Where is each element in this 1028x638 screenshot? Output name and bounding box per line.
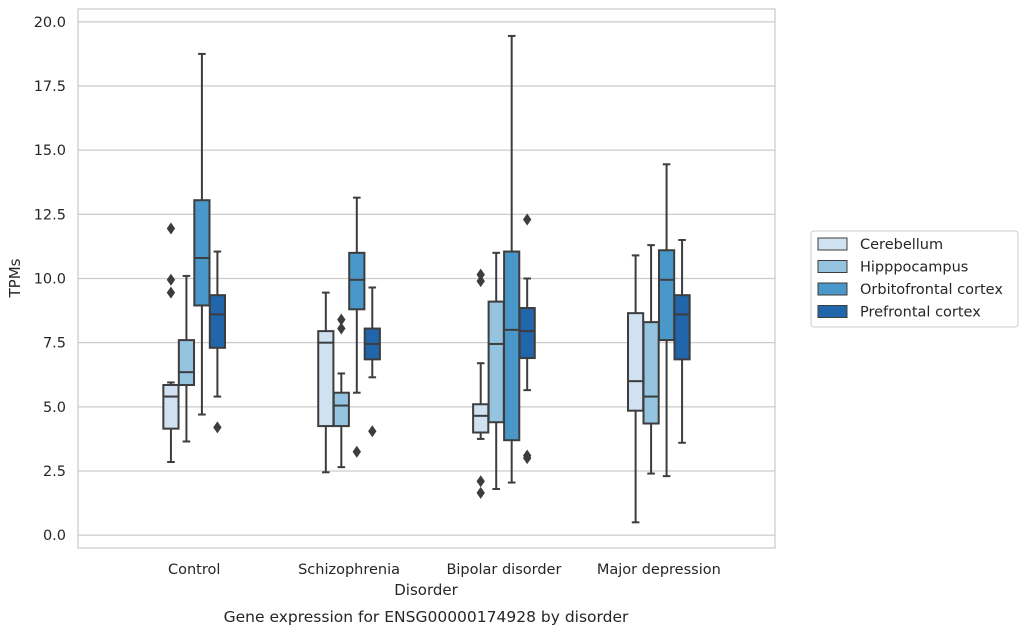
y-tick-label: 2.5: [43, 464, 66, 480]
box: [177, 339, 196, 387]
legend-label: Hipppocampus: [860, 260, 968, 276]
series-orbitofrontal-cortex: [193, 34, 676, 484]
box: [208, 294, 226, 349]
y-tick-label: 7.5: [43, 336, 66, 352]
outlier-point: [166, 273, 176, 286]
x-tick-label: Major depression: [597, 562, 721, 578]
y-axis: 0.0 2.5 5.0 7.5 10.0 12.5 15.0 17.5 20.0: [34, 15, 66, 544]
box: [673, 294, 691, 361]
y-tick-label: 0.0: [43, 528, 66, 544]
legend-swatch: [817, 237, 848, 251]
x-tick-label: Schizophrenia: [298, 562, 400, 578]
box: [162, 384, 180, 430]
chart-caption: Gene expression for ENSG00000174928 by d…: [224, 608, 629, 626]
box: [487, 300, 505, 424]
legend-frame: [810, 230, 1019, 328]
outlier-point: [476, 275, 485, 288]
box: [317, 330, 335, 428]
series-cerebellum: [162, 222, 645, 524]
x-tick-label: Bipolar disorder: [446, 562, 561, 578]
outlier-point: [166, 222, 176, 235]
outlier-point: [476, 475, 485, 488]
series-prefrontal-cortex: [208, 213, 691, 465]
box: [503, 250, 521, 442]
outlier-point: [522, 213, 532, 226]
outlier-point: [368, 425, 377, 438]
outlier-point: [352, 445, 361, 458]
legend-swatch: [817, 260, 848, 273]
outlier-point: [476, 268, 485, 281]
x-axis: Control Schizophrenia Bipolar disorder Majo…: [168, 562, 721, 578]
series-hipppocampus: [177, 244, 660, 490]
box: [657, 249, 676, 342]
legend: Cerebellum Hipppocampus Orbitofrontal cort…: [810, 230, 1019, 328]
box: [472, 403, 490, 434]
y-tick-label: 10.0: [34, 272, 66, 288]
y-axis-label: TPMs: [6, 258, 24, 298]
legend-label: Orbitofrontal cortex: [860, 282, 1003, 298]
y-tick-label: 17.5: [34, 79, 66, 95]
box: [627, 312, 645, 412]
box: [193, 199, 211, 307]
y-tick-label: 15.0: [34, 143, 66, 159]
outlier-point: [337, 322, 346, 335]
outlier-point: [476, 486, 485, 499]
box: [642, 321, 660, 425]
box: [518, 307, 536, 360]
x-tick-label: Control: [168, 562, 220, 578]
outlier-point: [166, 286, 176, 299]
box: [348, 251, 366, 311]
y-tick-label: 5.0: [43, 400, 66, 416]
box: [332, 391, 350, 428]
box-plot-series: [162, 34, 691, 524]
x-axis-label: Disorder: [394, 581, 458, 599]
outlier-point: [337, 313, 346, 326]
y-tick-label: 12.5: [34, 207, 66, 223]
outlier-point: [213, 421, 222, 434]
outlier-point: [522, 449, 532, 462]
legend-swatch: [817, 305, 848, 318]
plot-area-frame: [77, 8, 776, 549]
legend-swatch: [817, 282, 848, 296]
y-tick-label: 20.0: [34, 15, 66, 31]
legend-label: Cerebellum: [860, 237, 943, 253]
legend-label: Prefrontal cortex: [860, 305, 981, 321]
